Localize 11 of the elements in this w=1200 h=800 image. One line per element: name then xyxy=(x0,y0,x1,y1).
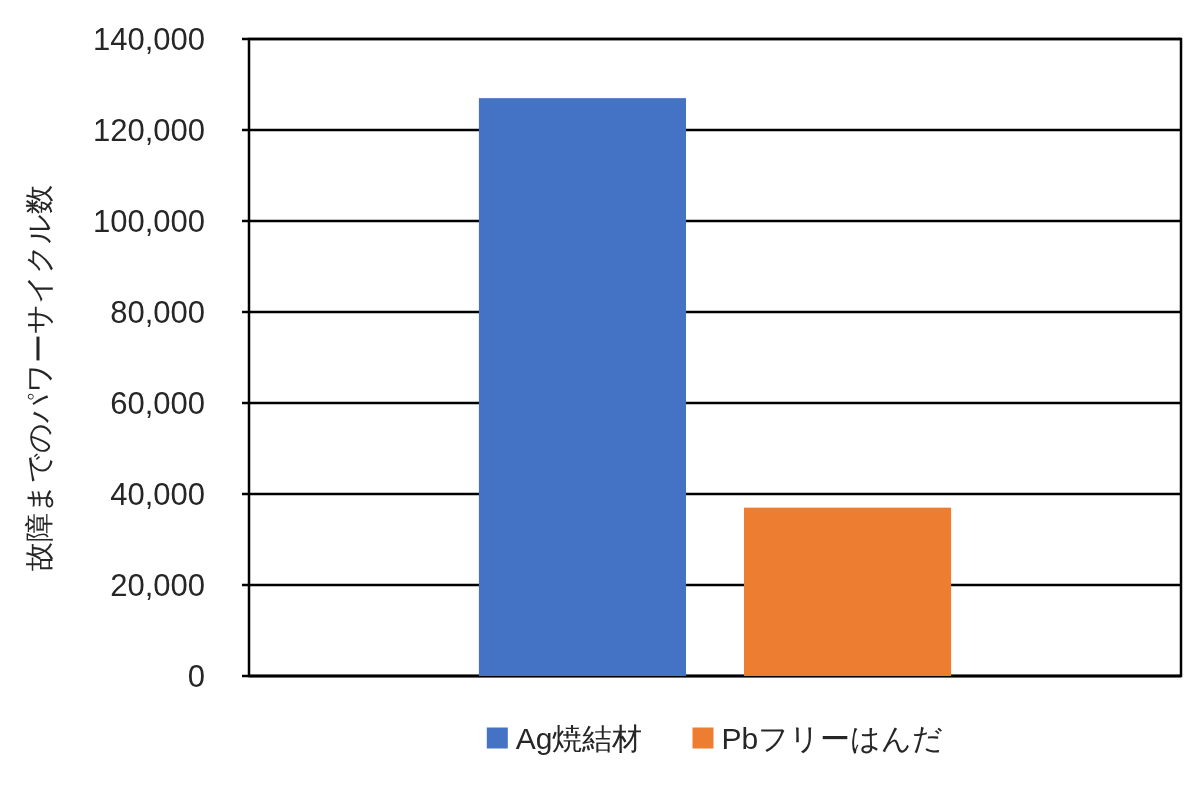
legend-label: Ag焼結材 xyxy=(515,722,643,755)
y-axis-title: 故障までのパワーサイクル数 xyxy=(23,184,55,571)
y-tick-label: 140,000 xyxy=(92,22,205,57)
y-tick-label: 20,000 xyxy=(110,568,205,603)
y-tick-label: 100,000 xyxy=(92,204,205,239)
y-tick-label: 120,000 xyxy=(92,113,205,148)
y-tick-label: 60,000 xyxy=(110,386,205,421)
legend-label: Pbフリーはんだ xyxy=(721,722,944,755)
y-tick-label: 80,000 xyxy=(110,295,205,330)
y-tick-label: 0 xyxy=(187,659,205,694)
y-tick-label: 40,000 xyxy=(110,477,205,512)
